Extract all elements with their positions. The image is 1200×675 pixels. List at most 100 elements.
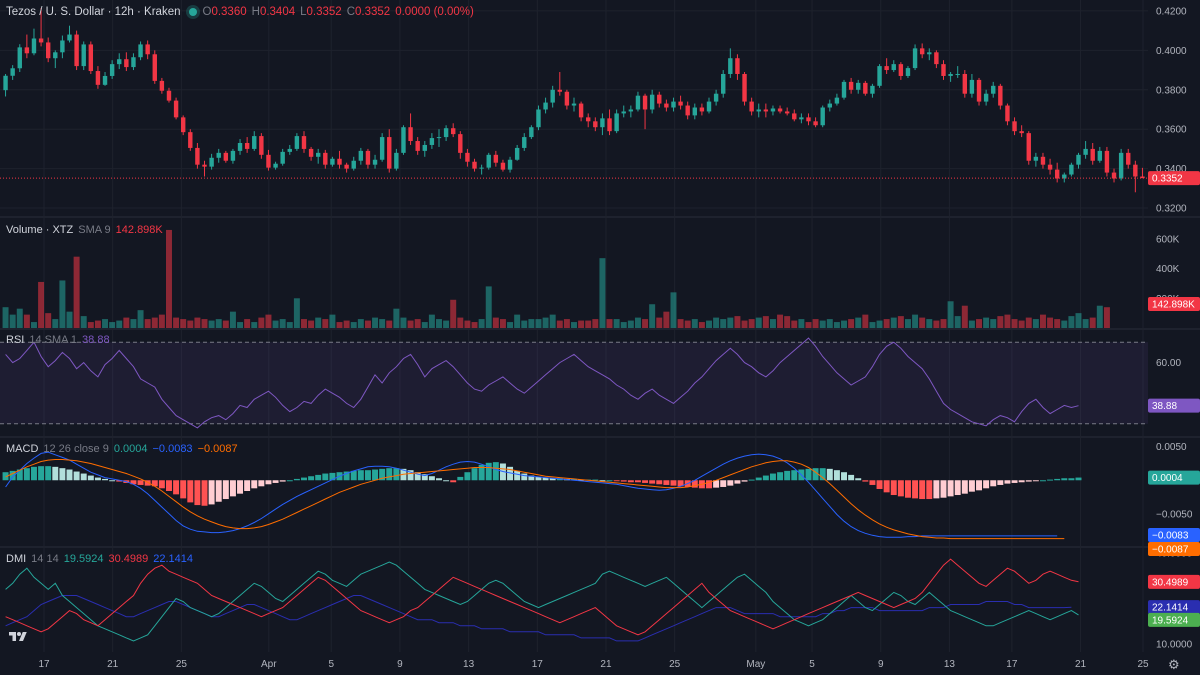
macd-histogram-bar <box>663 480 670 485</box>
volume-bar <box>350 322 357 328</box>
dmi-params: 14 14 <box>31 553 59 565</box>
candle-body <box>713 93 719 102</box>
volume-bar <box>592 319 599 328</box>
candle-body <box>543 102 548 110</box>
rsi-pane[interactable] <box>0 337 1148 429</box>
volume-bar <box>244 319 251 328</box>
rsi-legend: RSI 14 SMA 1 38.88 <box>6 334 115 346</box>
candle-body <box>813 121 818 126</box>
volume-bar <box>670 292 677 328</box>
dmi-title[interactable]: DMI <box>6 553 27 565</box>
volume-bar <box>976 319 983 328</box>
macd-histogram-bar <box>542 477 549 481</box>
candle-body <box>443 128 449 138</box>
macd-histogram-bar <box>947 480 954 497</box>
candle-body <box>635 95 641 110</box>
candle-body <box>415 141 420 151</box>
volume-bar <box>194 317 201 328</box>
candle-body <box>877 66 882 86</box>
candle-body <box>202 164 207 167</box>
gear-icon[interactable]: ⚙ <box>1168 657 1180 672</box>
volume-pane[interactable] <box>2 229 1110 328</box>
rsi-title[interactable]: RSI <box>6 334 25 346</box>
candle-body <box>1133 164 1138 177</box>
volume-bar <box>286 322 293 328</box>
candle-body <box>88 44 94 72</box>
tradingview-logo-icon[interactable] <box>8 630 28 644</box>
candle-body <box>870 85 875 94</box>
volume-bar <box>336 322 343 328</box>
time-tick-label: 21 <box>1075 659 1087 670</box>
volume-bar <box>713 317 720 328</box>
candle-body <box>180 117 186 133</box>
macd-histogram-bar <box>869 480 876 485</box>
volume-bar <box>720 319 727 328</box>
volume-bar <box>80 316 87 328</box>
macd-histogram-bar <box>620 480 627 482</box>
candle-body <box>451 128 456 135</box>
volume-bar <box>38 281 45 328</box>
macd-histogram-bar <box>421 474 428 481</box>
candle-body <box>401 127 406 153</box>
time-axis[interactable]: 17 21 25 Apr 5 9 13 17 21 25 May 5 9 13 17 21 25 <box>38 659 1149 670</box>
macd-histogram-bar <box>606 480 613 482</box>
volume-bar <box>329 314 336 328</box>
high-label: H <box>251 6 260 18</box>
macd-histogram-bar <box>670 480 677 486</box>
time-tick-label: 21 <box>107 659 119 670</box>
volume-title[interactable]: Volume · XTZ <box>6 224 74 236</box>
macd-histogram-bar <box>386 468 393 481</box>
macd-line <box>5 451 1058 538</box>
candle-body <box>863 82 868 94</box>
macd-pane[interactable] <box>2 451 1082 540</box>
candle-body <box>706 101 712 112</box>
volume-bar <box>869 322 876 328</box>
volume-bar <box>414 319 421 328</box>
price-pane[interactable] <box>0 7 1148 193</box>
candle-body <box>692 107 697 116</box>
price-tick-label: 0.3800 <box>1156 85 1187 96</box>
volume-bar <box>9 314 16 328</box>
macd-histogram-bar <box>514 470 521 481</box>
volume-bar <box>293 298 300 328</box>
candle-body <box>1047 164 1053 170</box>
candle-body <box>834 97 840 104</box>
macd-histogram-bar <box>73 471 80 481</box>
candle-body <box>287 148 292 152</box>
macd-histogram-bar <box>642 480 649 483</box>
macd-signal-line <box>5 459 1065 540</box>
macd-histogram-bar <box>549 478 556 481</box>
macd-histogram-bar <box>165 480 172 491</box>
candle-body <box>479 167 484 169</box>
volume-bar <box>649 304 656 328</box>
candle-body <box>10 68 15 76</box>
macd-title[interactable]: MACD <box>6 443 39 455</box>
dmi-minus-value: 30.4989 <box>108 553 149 565</box>
volume-bar <box>208 320 215 328</box>
candle-body <box>934 52 939 65</box>
candle-body <box>308 148 314 157</box>
volume-bar <box>571 322 577 328</box>
macd-signal-badge-bg <box>1148 541 1200 556</box>
macd-histogram-bar <box>706 480 712 489</box>
volume-sma-badge-bg <box>1148 297 1200 311</box>
dmi-adx-value: 22.1414 <box>153 553 193 565</box>
volume-bar <box>229 311 236 328</box>
macd-histogram-bar <box>613 480 620 482</box>
macd-histogram-bar <box>940 480 947 498</box>
volume-bar <box>919 317 926 328</box>
symbol-title[interactable]: Tezos / U. S. Dollar · 12h · Kraken <box>6 6 181 18</box>
candle-body <box>109 64 115 76</box>
macd-histogram-bar <box>272 480 279 483</box>
volume-bar <box>1011 319 1018 328</box>
dmi-pane[interactable] <box>5 558 1079 642</box>
candle-body <box>607 118 612 132</box>
volume-bar <box>684 320 691 328</box>
macd-histogram-bar <box>428 476 435 481</box>
macd-histogram-bar <box>350 470 357 481</box>
candle-body <box>657 94 662 104</box>
volume-bar <box>514 314 521 328</box>
candle-body <box>962 73 968 94</box>
candle-body <box>436 137 442 139</box>
